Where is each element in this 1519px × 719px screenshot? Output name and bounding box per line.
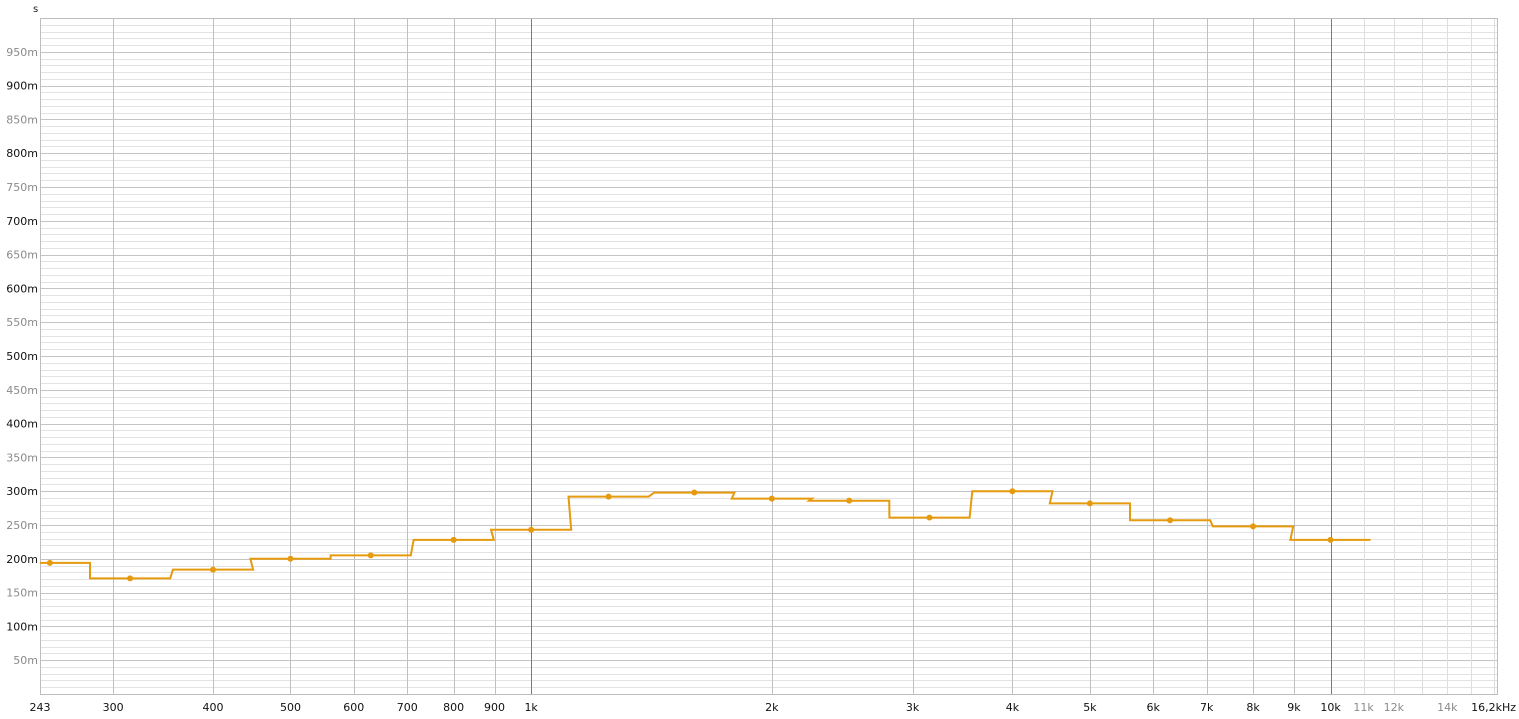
data-point (287, 555, 294, 562)
y-tick-label: 50m (13, 654, 38, 667)
y-tick-label: 100m (6, 620, 38, 633)
x-tick-label: 8k (1246, 701, 1260, 714)
data-point (1009, 488, 1016, 495)
data-point (1250, 523, 1257, 530)
data-point (1327, 536, 1334, 543)
y-tick-label: 200m (6, 553, 38, 566)
x-tick-label: 700 (397, 701, 418, 714)
plot-frame (40, 18, 1498, 695)
x-tick-label: 7k (1200, 701, 1214, 714)
data-point (1167, 517, 1174, 524)
y-axis-labels: 50m 100m 150m 200m 250m 300m 350m 400m 450m 500m 5… (6, 46, 38, 667)
data-point (46, 559, 53, 566)
x-tick-label: 400 (203, 701, 224, 714)
x-tick-label: 11k (1353, 701, 1374, 714)
data-point (1086, 500, 1093, 507)
x-tick-label: 243 (30, 701, 51, 714)
x-tick-label: 300 (103, 701, 124, 714)
y-tick-label: 400m (6, 418, 38, 431)
y-tick-label: 450m (6, 384, 38, 397)
y-tick-label: 150m (6, 587, 38, 600)
y-tick-label: 300m (6, 485, 38, 498)
y-tick-label: 950m (6, 46, 38, 59)
x-tick-label: 2k (765, 701, 779, 714)
y-tick-label: 700m (6, 215, 38, 228)
series-line (40, 490, 1371, 580)
data-point (528, 526, 535, 533)
y-tick-label: 600m (6, 282, 38, 295)
x-axis-labels: 243 300 400 500 600 700 800 900 1k 2k 3k 4k 5k 6k 7k 8k… (30, 701, 1517, 714)
data-point (450, 536, 457, 543)
x-tick-label: 800 (443, 701, 464, 714)
x-tick-label: 900 (484, 701, 505, 714)
x-tick-label: 10k (1320, 701, 1341, 714)
x-tick-label: 500 (280, 701, 301, 714)
x-tick-label: 16,2kHz (1471, 701, 1516, 714)
x-tick-label: 9k (1287, 701, 1301, 714)
x-tick-label: 4k (1006, 701, 1020, 714)
x-tick-label: 14k (1437, 701, 1458, 714)
y-tick-label: 650m (6, 249, 38, 262)
data-point (127, 575, 134, 582)
data-point (691, 489, 698, 496)
x-tick-label: 3k (906, 701, 920, 714)
y-tick-label: 900m (6, 80, 38, 93)
x-tick-label: 1k (524, 701, 538, 714)
data-point (768, 495, 775, 502)
series (40, 488, 1371, 582)
y-tick-label: 550m (6, 316, 38, 329)
y-tick-label: 750m (6, 181, 38, 194)
data-point (846, 497, 853, 504)
data-point (367, 552, 374, 559)
y-tick-label: 250m (6, 519, 38, 532)
x-tick-label: 6k (1146, 701, 1160, 714)
y-tick-label: 500m (6, 350, 38, 363)
y-tick-label: 800m (6, 147, 38, 160)
data-point (605, 493, 612, 500)
x-tick-label: 5k (1083, 701, 1097, 714)
data-point (210, 566, 217, 573)
y-tick-label: 850m (6, 113, 38, 126)
data-point (926, 514, 933, 521)
y-axis-unit-label: s (33, 4, 38, 15)
x-tick-label: 12k (1384, 701, 1405, 714)
x-tick-label: 600 (343, 701, 364, 714)
grid (40, 18, 1498, 695)
y-tick-label: 350m (6, 451, 38, 464)
